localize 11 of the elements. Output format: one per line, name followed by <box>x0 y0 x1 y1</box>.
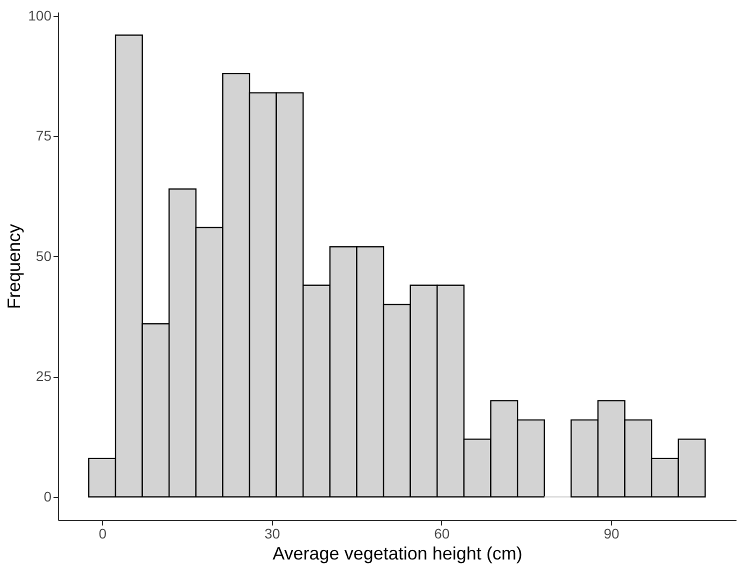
x-tick-label: 0 <box>98 526 107 542</box>
y-tick-label: 100 <box>28 7 52 24</box>
y-tick-label: 0 <box>44 488 52 504</box>
x-axis-title: Average vegetation height (cm) <box>272 544 522 564</box>
y-tick-label: 75 <box>36 128 52 144</box>
x-tick-label: 30 <box>264 526 280 542</box>
y-tick-label: 25 <box>36 368 52 384</box>
y-axis-title: Frequency <box>4 224 24 310</box>
y-tick-label: 50 <box>36 248 52 264</box>
x-tick-label: 90 <box>604 526 620 542</box>
x-tick-label: 60 <box>434 526 450 542</box>
